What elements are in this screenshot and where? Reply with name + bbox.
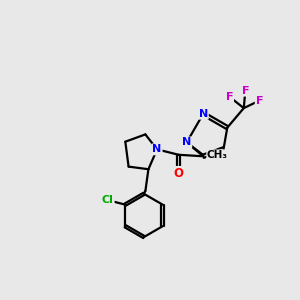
Text: F: F xyxy=(242,86,249,96)
Text: N: N xyxy=(152,144,162,154)
Text: N: N xyxy=(199,109,208,119)
Text: O: O xyxy=(174,167,184,180)
Text: CH₃: CH₃ xyxy=(207,150,228,160)
Text: F: F xyxy=(256,96,263,106)
Text: Cl: Cl xyxy=(102,195,114,205)
Text: N: N xyxy=(182,137,191,147)
Text: F: F xyxy=(226,92,233,102)
